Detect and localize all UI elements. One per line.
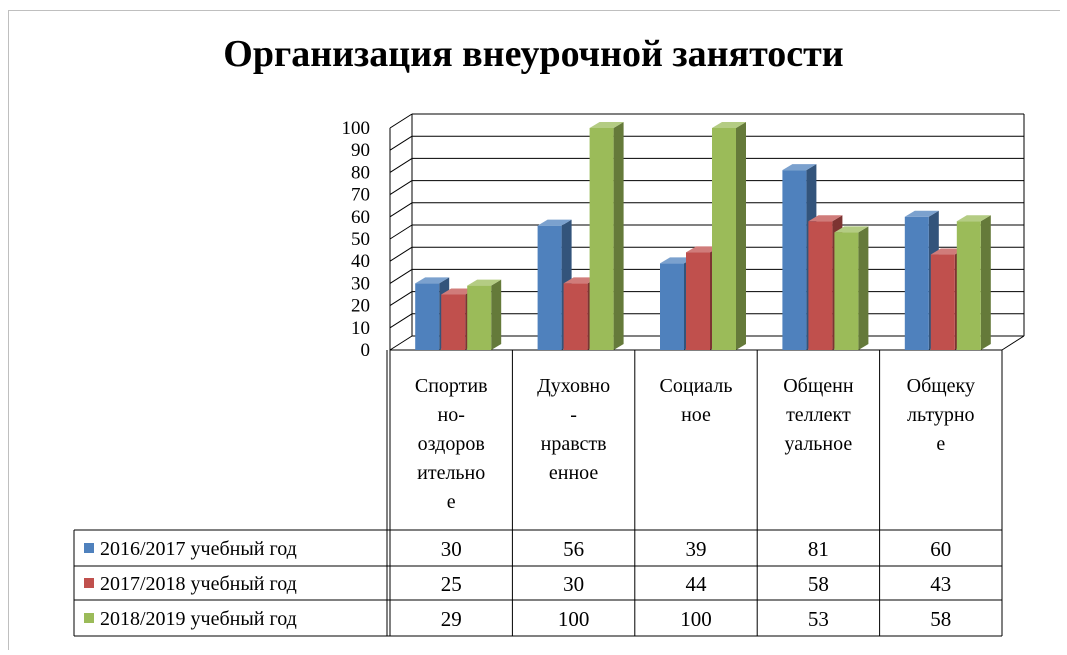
x-tick-label: Социаль [660, 375, 733, 397]
x-tick-label: оздоров [418, 433, 485, 455]
bar-top [467, 279, 502, 286]
bar-top [537, 219, 572, 226]
x-tick-label: - [570, 404, 577, 426]
gridline-side-10 [389, 313, 413, 329]
bar-top [660, 257, 694, 264]
bar-top [782, 164, 817, 171]
gridline-side-100 [389, 113, 413, 129]
data-label: 60 [930, 537, 951, 561]
bar-top [563, 277, 598, 284]
bar [834, 232, 859, 350]
x-tick-label: льтурно [907, 404, 975, 426]
gridline-side-30 [389, 268, 413, 284]
bar-side [858, 226, 869, 350]
y-tick-label: 100 [342, 118, 371, 139]
floor-right-edge [1001, 335, 1025, 351]
bar-top [904, 210, 939, 217]
bar-top [589, 122, 624, 128]
bar [686, 252, 710, 350]
bar-top [415, 277, 450, 284]
gridline-side-70 [389, 180, 413, 196]
y-tick-label: 20 [351, 296, 370, 317]
bar [415, 283, 440, 350]
x-tick-label: е [447, 491, 456, 513]
bar-side [736, 122, 746, 350]
data-label: 53 [808, 607, 829, 631]
bar [904, 216, 929, 350]
legend-swatch [84, 613, 94, 623]
legend-label: 2017/2018 учебный год [100, 573, 297, 595]
bar-top [834, 226, 869, 233]
bar-top [712, 122, 746, 128]
bar-top [930, 248, 965, 255]
y-tick-label: 30 [351, 273, 370, 294]
data-label: 58 [808, 572, 829, 596]
chart-frame [8, 10, 1060, 650]
x-tick-label: но- [438, 404, 465, 426]
legend-label: 2016/2017 учебный год [100, 538, 297, 560]
data-label: 58 [930, 607, 951, 631]
gridline-side-80 [389, 157, 413, 173]
bar [563, 283, 588, 350]
data-label: 81 [808, 537, 829, 561]
data-label: 44 [686, 572, 708, 596]
y-tick-label: 90 [351, 140, 370, 161]
data-label: 29 [441, 607, 462, 631]
legend-swatch [84, 578, 94, 588]
bar-side [613, 122, 624, 350]
bar [712, 128, 736, 350]
gridline-side-60 [389, 202, 413, 218]
data-label: 43 [930, 572, 951, 596]
bar [441, 294, 466, 350]
x-tick-label: Общеку [907, 375, 975, 397]
x-tick-label: Спортив [415, 375, 488, 397]
gridline-side-0 [389, 335, 413, 351]
y-tick-label: 70 [351, 185, 370, 206]
gridline-side-50 [389, 224, 413, 240]
bar-top [956, 215, 991, 222]
data-label: 100 [680, 607, 712, 631]
x-tick-label: Духовно [537, 375, 610, 397]
bar-top [441, 288, 476, 295]
x-tick-label: е [936, 433, 945, 455]
x-tick-label: уальное [785, 433, 853, 455]
x-tick-label: енное [549, 462, 599, 484]
data-label: 30 [563, 572, 584, 596]
legend-swatch [84, 543, 94, 553]
bar-top [686, 246, 720, 253]
bar-side [491, 279, 502, 350]
chart-title: Организация внеурочной занятости [223, 33, 844, 75]
data-label: 39 [686, 537, 707, 561]
y-tick-label: 60 [351, 207, 370, 228]
x-tick-label: ное [681, 404, 711, 426]
x-tick-label: нравств [541, 433, 607, 455]
legend-label: 2018/2019 учебный год [100, 608, 297, 630]
y-tick-label: 80 [351, 162, 370, 183]
bar-top [808, 215, 843, 222]
y-tick-label: 0 [361, 340, 371, 361]
bar [956, 221, 981, 350]
bar [589, 128, 614, 350]
bar [467, 285, 492, 350]
gridline-side-90 [389, 135, 413, 151]
gridline-side-40 [389, 246, 413, 262]
data-label: 25 [441, 572, 462, 596]
bar [782, 170, 807, 350]
y-tick-label: 40 [351, 251, 370, 272]
bar [537, 225, 562, 350]
gridline-side-20 [389, 291, 413, 307]
x-tick-label: теллект [786, 404, 851, 426]
data-label: 56 [563, 537, 584, 561]
data-label: 30 [441, 537, 462, 561]
x-tick-label: Общенн [783, 375, 854, 397]
x-tick-label: ительно [417, 462, 485, 484]
bar [808, 221, 833, 350]
bar [930, 254, 955, 350]
data-label: 100 [558, 607, 590, 631]
bar-side [980, 215, 991, 350]
y-tick-label: 10 [351, 318, 370, 339]
y-tick-label: 50 [351, 229, 370, 250]
bar [660, 263, 684, 350]
